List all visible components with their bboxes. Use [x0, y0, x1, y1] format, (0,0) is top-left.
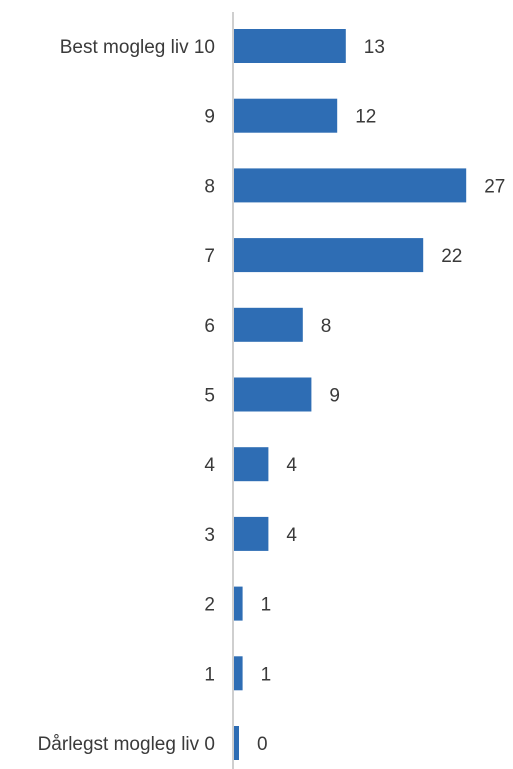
- category-label: 9: [204, 107, 215, 128]
- bar: [234, 29, 346, 63]
- category-label: 7: [204, 246, 215, 267]
- value-label: 4: [286, 525, 297, 546]
- category-label: Dårlegst mogleg liv 0: [38, 734, 215, 755]
- value-label: 1: [261, 595, 272, 616]
- bar: [234, 586, 243, 621]
- bar: [234, 377, 312, 412]
- value-label: 12: [355, 107, 376, 128]
- category-label: Best mogleg liv 10: [60, 37, 215, 58]
- value-label: 27: [484, 176, 505, 197]
- category-label: 4: [204, 455, 215, 476]
- bar: [234, 656, 243, 691]
- bar: [234, 516, 269, 551]
- category-label: 1: [204, 664, 215, 685]
- value-label: 13: [364, 37, 385, 58]
- bar: [234, 168, 467, 203]
- value-label: 4: [286, 455, 297, 476]
- bar: [234, 447, 269, 482]
- value-label: 8: [321, 316, 332, 337]
- category-label: 5: [204, 386, 215, 407]
- bar: [234, 726, 239, 760]
- value-label: 0: [257, 734, 268, 755]
- category-labels: Best mogleg liv 10 9 8 7 6 5 4 3 2 1 Dårlegst mogl…: [38, 37, 216, 755]
- bars-group: [234, 29, 467, 760]
- value-label: 9: [329, 386, 340, 407]
- bar: [234, 238, 424, 273]
- category-label: 3: [204, 525, 215, 546]
- category-label: 2: [204, 595, 215, 616]
- value-labels: 13 12 27 22 8 9 4 4 1 1 0: [257, 37, 505, 755]
- bar: [234, 98, 338, 133]
- value-label: 1: [261, 664, 272, 685]
- value-label: 22: [441, 246, 462, 267]
- category-label: 8: [204, 176, 215, 197]
- bar: [234, 307, 303, 342]
- category-label: 6: [204, 316, 215, 337]
